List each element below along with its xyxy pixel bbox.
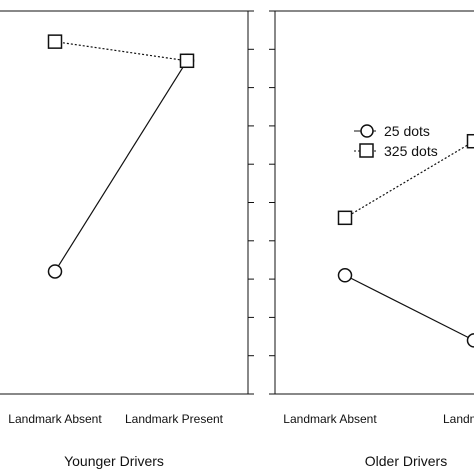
legend-label-25-dots: 25 dots xyxy=(384,123,430,139)
series-line-older-25-dots xyxy=(344,274,474,341)
y-ticks-older xyxy=(269,10,275,395)
plot-frame-younger xyxy=(0,10,249,395)
legend: 25 dots 325 dots xyxy=(354,123,438,159)
x-tick-label-younger-absent: Landmark Absent xyxy=(8,412,102,426)
data-point-older-25-dots-0 xyxy=(337,268,353,283)
series-younger xyxy=(47,34,195,279)
series-older xyxy=(337,133,474,348)
x-tick-label-younger-present: Landmark Present xyxy=(125,412,224,426)
legend-marker-square xyxy=(359,143,374,158)
data-point-older-325-dots-0 xyxy=(337,210,353,226)
x-axis-title-older: Older Drivers xyxy=(365,453,447,469)
data-point-older-325-dots-1 xyxy=(466,133,474,149)
data-point-younger-325-dots-1 xyxy=(179,53,195,69)
panel-younger-drivers: Landmark Absent Landmark Present Younger… xyxy=(0,10,254,469)
data-point-younger-325-dots-0 xyxy=(47,34,63,49)
data-point-younger-25-dots-0 xyxy=(47,264,63,279)
plot-frame-older xyxy=(274,10,474,395)
x-tick-label-older-present: Landmark Present xyxy=(443,412,474,426)
data-point-older-25-dots-1 xyxy=(466,333,474,348)
panel-older-drivers: Landmark Absent Landmark Present Older D… xyxy=(269,10,474,469)
series-line-younger-325-dots xyxy=(54,41,188,62)
series-line-younger-25-dots xyxy=(54,60,188,272)
legend-marker-circle xyxy=(360,124,374,138)
y-ticks-younger xyxy=(248,10,254,395)
series-line-older-325-dots xyxy=(344,140,474,219)
x-axis-title-younger: Younger Drivers xyxy=(64,453,164,469)
legend-label-325-dots: 325 dots xyxy=(384,143,438,159)
x-tick-label-older-absent: Landmark Absent xyxy=(283,412,377,426)
